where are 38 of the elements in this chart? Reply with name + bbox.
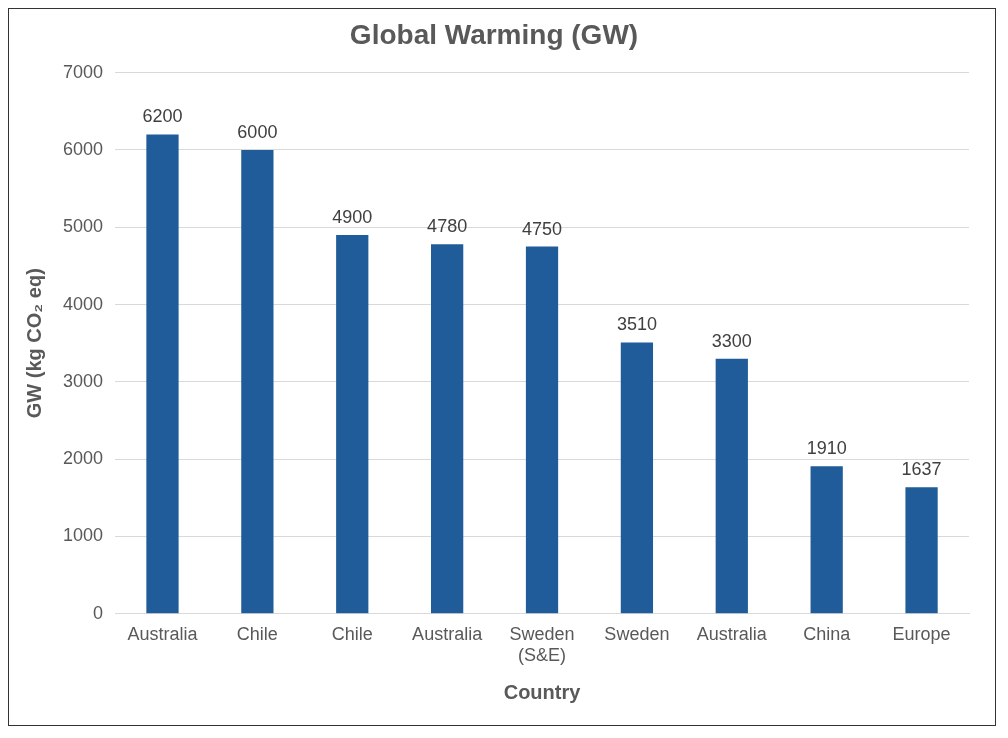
x-tick-label: Europe xyxy=(892,623,951,644)
y-tick-label: 7000 xyxy=(63,61,104,82)
x-tick-label: China xyxy=(803,623,852,644)
y-tick-label: 1000 xyxy=(63,525,104,546)
data-label: 1637 xyxy=(901,459,942,480)
data-label: 3300 xyxy=(711,330,752,351)
x-tick-label: Sweden (S&E) xyxy=(509,623,575,666)
chart-title: Global Warming (GW) xyxy=(349,18,639,50)
bar xyxy=(810,466,843,614)
y-axis-title: GW (kg CO₂ eq) xyxy=(22,268,45,419)
bar xyxy=(715,358,748,614)
data-label: 4780 xyxy=(427,216,468,237)
y-tick-label: 5000 xyxy=(63,216,104,237)
bar xyxy=(241,149,274,614)
y-tick-label: 4000 xyxy=(63,293,104,314)
data-label: 1910 xyxy=(806,438,847,459)
x-tick-label: Australia xyxy=(412,623,484,644)
data-label: 6000 xyxy=(237,121,278,142)
bar xyxy=(146,134,179,614)
x-tick-label: Sweden xyxy=(604,623,670,644)
bar xyxy=(620,342,654,614)
x-tick-label: Australia xyxy=(696,623,768,644)
data-label: 4900 xyxy=(332,206,373,227)
bar xyxy=(525,246,559,614)
y-tick-label: 2000 xyxy=(63,448,104,469)
y-tick-label: 0 xyxy=(93,602,104,623)
data-label: 4750 xyxy=(522,218,563,239)
y-tick-label: 6000 xyxy=(63,138,104,159)
x-tick-label: Australia xyxy=(127,623,199,644)
bar xyxy=(905,487,938,614)
bar xyxy=(431,244,464,614)
bar xyxy=(336,234,369,614)
data-label: 6200 xyxy=(142,106,183,127)
x-tick-label: Chile xyxy=(236,623,278,644)
x-tick-label: Chile xyxy=(331,623,373,644)
y-tick-label: 3000 xyxy=(63,370,104,391)
data-label: 3510 xyxy=(616,314,657,335)
x-axis-title: Country xyxy=(503,680,582,703)
